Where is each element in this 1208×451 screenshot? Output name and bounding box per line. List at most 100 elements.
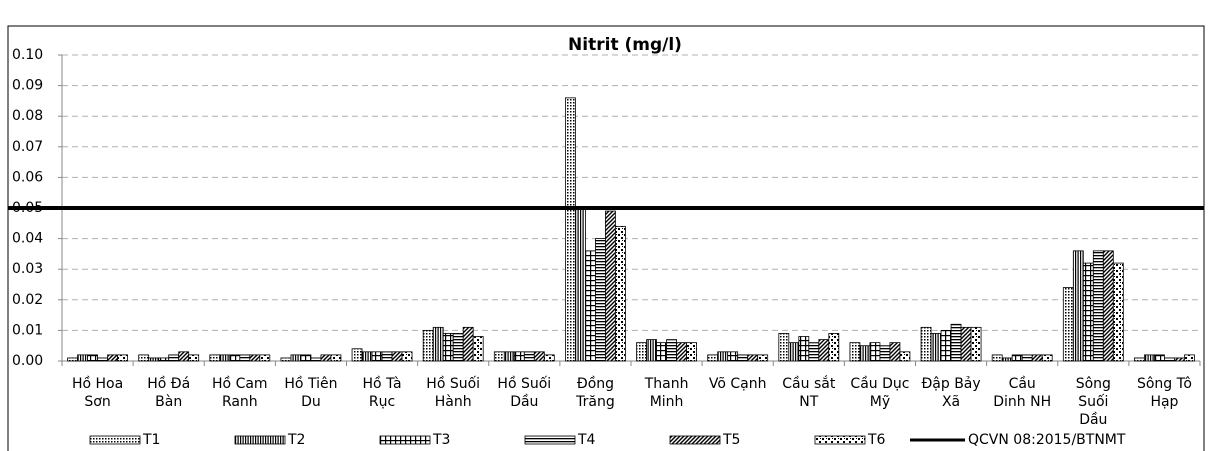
x-tick-label: Võ Cạnh	[709, 376, 767, 392]
bar	[788, 342, 800, 362]
y-tick-label: 0.07	[12, 139, 43, 155]
x-tick-label: Hồ Suối Dầu	[497, 375, 551, 410]
bar	[361, 351, 373, 362]
bar	[168, 354, 180, 362]
bar	[808, 342, 820, 362]
x-tick-label: Cầu sắt NT	[782, 375, 836, 410]
bar	[960, 326, 972, 362]
bar	[138, 354, 150, 362]
bar	[320, 354, 332, 362]
bar	[533, 351, 545, 362]
bar	[67, 357, 78, 362]
bar	[1174, 357, 1185, 362]
bar	[77, 354, 88, 362]
bar	[686, 342, 697, 362]
bar	[575, 207, 586, 362]
bar	[493, 351, 505, 362]
legend-swatch	[524, 435, 576, 445]
bar	[727, 351, 739, 362]
bar	[462, 326, 474, 362]
bar	[1041, 354, 1053, 362]
x-tick-label: Sông Suối Dầu	[1076, 376, 1111, 428]
bar	[879, 345, 891, 362]
x-tick-label: Hồ Tà Rục	[363, 375, 402, 410]
legend-swatch	[814, 435, 866, 445]
bar	[97, 357, 108, 362]
bar	[1011, 354, 1023, 362]
bar	[239, 354, 251, 362]
legend-label: T3	[432, 432, 450, 448]
bar	[1164, 357, 1175, 362]
y-tick-label: 0.02	[12, 292, 43, 308]
x-tick-label: Cầu Dục Mỹ	[850, 376, 909, 410]
bar	[1001, 357, 1013, 362]
bar	[300, 354, 312, 362]
legend-label: T1	[142, 432, 160, 448]
bar	[798, 336, 810, 362]
bar	[219, 354, 231, 362]
bar	[1102, 250, 1114, 362]
legend-label: T5	[722, 432, 740, 448]
legend-label: QCVN 08:2015/BTNMT	[968, 432, 1126, 448]
bar	[636, 342, 647, 362]
bar	[543, 354, 555, 362]
bar	[940, 329, 952, 362]
bar	[899, 351, 911, 362]
bar	[310, 357, 322, 362]
bar	[1144, 354, 1155, 362]
bar	[656, 342, 667, 362]
x-tick-label: Hồ Đá Bàn	[147, 375, 190, 410]
bar	[249, 354, 261, 362]
x-tick-label: Đồng Trăng	[575, 375, 615, 410]
bar	[371, 351, 383, 362]
legend-swatch	[89, 435, 141, 445]
chart-frame	[7, 25, 1205, 451]
x-tick-label: Hồ Cam Ranh	[212, 375, 268, 410]
bar	[707, 354, 719, 362]
y-tick-label: 0.10	[12, 47, 43, 63]
bar	[158, 357, 170, 362]
bar	[676, 342, 687, 362]
bar	[107, 354, 118, 362]
bar	[178, 351, 190, 362]
bar	[605, 210, 616, 362]
bar	[585, 250, 596, 362]
bar	[1072, 250, 1084, 362]
x-tick-label: Hồ Suối Hành	[426, 375, 480, 410]
bar	[381, 351, 393, 362]
bar	[391, 351, 403, 362]
bar	[1062, 287, 1074, 362]
legend-swatch	[234, 435, 286, 445]
bar	[1082, 262, 1094, 362]
bar	[849, 342, 861, 362]
bar	[401, 351, 413, 362]
bar	[859, 345, 871, 362]
bar	[646, 339, 657, 362]
bar	[889, 342, 901, 362]
bar	[1021, 354, 1033, 362]
bar	[330, 354, 342, 362]
bar	[148, 357, 160, 362]
bar	[1031, 354, 1043, 362]
bar	[513, 351, 525, 362]
bar	[188, 354, 200, 362]
x-tick-label: Hồ Tiên Du	[284, 375, 337, 410]
x-tick-label: Hồ Hoa Sơn	[72, 375, 123, 410]
x-tick-label: Sông Tô Hạp	[1137, 376, 1192, 410]
bar	[1112, 262, 1124, 362]
x-tick-label: Cầu Dinh NH	[993, 376, 1051, 410]
bar	[930, 333, 942, 362]
bar	[565, 97, 576, 362]
bar	[828, 333, 840, 362]
bar	[747, 354, 759, 362]
chart-title: Nitrit (mg/l)	[568, 35, 682, 55]
y-tick-label: 0.01	[12, 322, 43, 338]
bar	[615, 225, 626, 362]
bar	[432, 326, 444, 362]
bar	[259, 354, 271, 362]
y-tick-label: 0.04	[12, 231, 43, 247]
bar	[209, 354, 221, 362]
legend-swatch	[669, 435, 721, 445]
bar	[1154, 354, 1165, 362]
bar	[422, 329, 434, 362]
